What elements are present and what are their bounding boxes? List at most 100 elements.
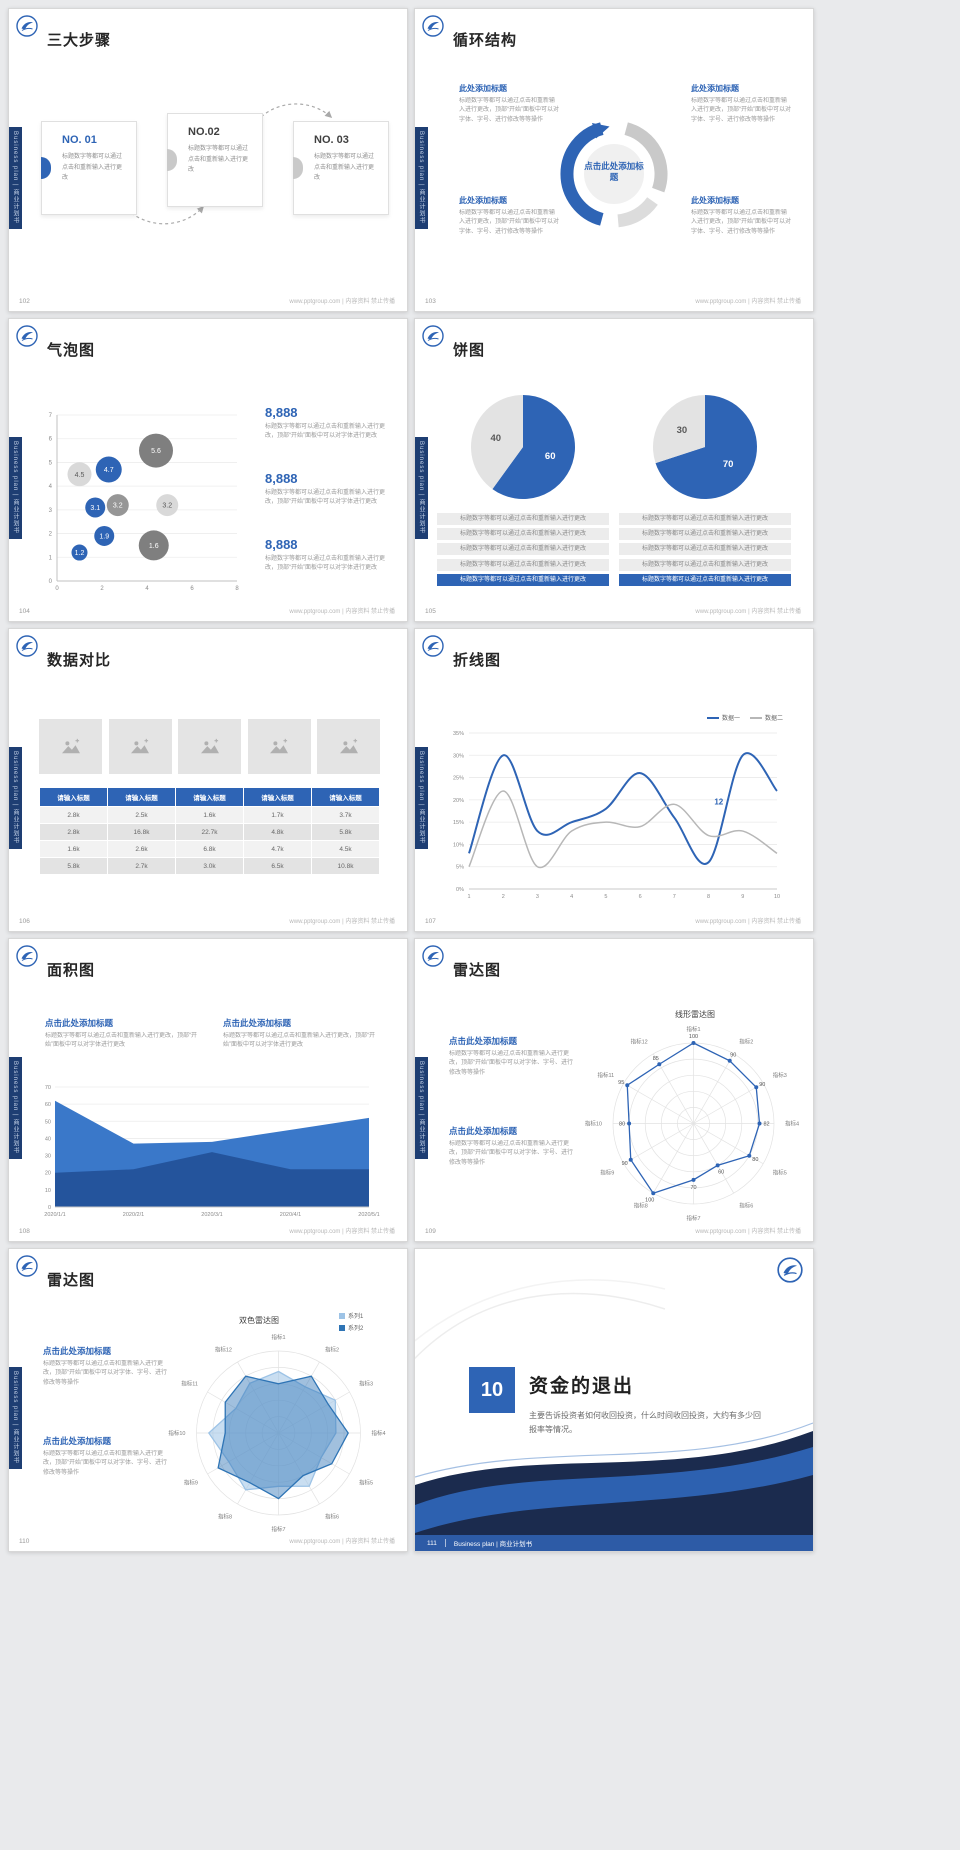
svg-text:0: 0 xyxy=(48,1205,51,1211)
step-bulge xyxy=(293,157,303,179)
text-block-2: 点击此处添加标题 标题数字等都可以通过点击和重新输入进行更改，顶部“开始”面板中… xyxy=(223,1017,375,1051)
caption-row: 标题数字等都可以通过点击和重新输入进行更改 xyxy=(619,543,791,556)
slide-109[interactable]: Business plan | 商业计划书 雷达图 点击此处添加标题 标题数字等… xyxy=(414,938,814,1242)
pie-caption-list-right: 标题数字等都可以通过点击和重新输入进行更改 标题数字等都可以通过点击和重新输入进… xyxy=(619,513,791,589)
cycle-text-block-br: 此处添加标题 标题数字等都可以通过点击和重新输入进行更改，顶部“开始”面板中可以… xyxy=(691,195,791,237)
stat-value: 8,888 xyxy=(265,471,298,486)
pie-chart-right: 70 30 xyxy=(653,395,757,499)
slide-105[interactable]: Business plan | 商业计划书 饼图 60 40 70 30 标题数字等… xyxy=(414,318,814,622)
svg-text:指标8: 指标8 xyxy=(634,1202,648,1210)
slide-title: 循环结构 xyxy=(453,32,518,49)
footer-site-text: www.pptgroup.com | 内容资料 禁止传播 xyxy=(289,609,395,615)
footer-site-text: www.pptgroup.com | 内容资料 禁止传播 xyxy=(695,609,801,615)
svg-text:70: 70 xyxy=(690,1185,696,1191)
svg-text:指标12: 指标12 xyxy=(631,1037,648,1045)
svg-text:50: 50 xyxy=(45,1119,51,1125)
logo-icon xyxy=(777,1257,803,1283)
slide-103[interactable]: Business plan | 商业计划书 循环结构 此处添加标题 标题数字等都… xyxy=(414,8,814,312)
cycle-diagram xyxy=(560,122,668,228)
logo-icon xyxy=(422,325,444,347)
slide-108[interactable]: Business plan | 商业计划书 面积图 点击此处添加标题 标题数字等… xyxy=(8,938,408,1242)
slide-106[interactable]: Business plan | 商业计划书 数据对比 请输入标题 请输入标题 请输入… xyxy=(8,628,408,932)
page-number: 110 xyxy=(19,1538,30,1545)
svg-text:2: 2 xyxy=(49,532,53,538)
svg-text:2: 2 xyxy=(100,586,104,592)
footer-brand: Business plan | 商业计划书 xyxy=(453,1541,533,1548)
block-heading: 点击此处添加标题 xyxy=(43,1346,112,1356)
footer-site-text: www.pptgroup.com | 内容资料 禁止传播 xyxy=(289,1539,395,1545)
svg-text:60: 60 xyxy=(45,1102,51,1108)
chapter-title: 资金的退出 xyxy=(529,1376,635,1397)
caption-row-active: 标题数字等都可以通过点击和重新输入进行更改 xyxy=(619,573,791,586)
slide-104[interactable]: Business plan | 商业计划书 气泡图 0 1 2 3 4 5 6 7 0 2 4 6 8 4… xyxy=(8,318,408,622)
svg-text:指标3: 指标3 xyxy=(773,1071,787,1079)
pie-caption-list-left: 标题数字等都可以通过点击和重新输入进行更改 标题数字等都可以通过点击和重新输入进… xyxy=(437,513,609,589)
legend-item-series2: 数据二 xyxy=(749,713,783,722)
logo-icon xyxy=(16,15,38,37)
footer-site-text: www.pptgroup.com | 内容资料 禁止传播 xyxy=(695,299,801,305)
svg-text:4.7: 4.7 xyxy=(104,467,114,474)
brand-vertical-tab: Business plan | 商业计划书 xyxy=(9,1057,22,1159)
caption-row: 标题数字等都可以通过点击和重新输入进行更改 xyxy=(437,558,609,571)
legend-label: 数据二 xyxy=(764,716,783,722)
slide-title: 三大步骤 xyxy=(47,32,112,49)
step-box-1: NO. 01 标题数字等都可以通过点击和重新输入进行更改 xyxy=(41,121,137,215)
block-body: 标题数字等都可以通过点击和重新输入进行更改，顶部“开始”面板中可以对字体、字号、… xyxy=(691,98,791,123)
logo-icon xyxy=(16,325,38,347)
svg-text:指标4: 指标4 xyxy=(785,1120,799,1128)
svg-text:指标4: 指标4 xyxy=(372,1429,386,1437)
caption-row: 标题数字等都可以通过点击和重新输入进行更改 xyxy=(619,513,791,525)
brand-vertical-tab: Business plan | 商业计划书 xyxy=(415,747,428,849)
slide-111[interactable]: 10 资金的退出 主要告诉投资者如何收回投资，什么时间收回投资，大约有多少回报率… xyxy=(414,1248,814,1552)
step-bulge xyxy=(41,157,51,179)
svg-text:100: 100 xyxy=(645,1197,654,1203)
svg-text:60: 60 xyxy=(545,451,556,462)
page-number: 108 xyxy=(19,1228,30,1235)
brand-vertical-tab: Business plan | 商业计划书 xyxy=(415,1057,428,1159)
footer-site-text: www.pptgroup.com | 内容资料 禁止传播 xyxy=(289,299,395,305)
block-body: 标题数字等都可以通过点击和重新输入进行更改，顶部“开始”面板中可以对字体、字号、… xyxy=(43,1361,167,1386)
svg-text:20: 20 xyxy=(45,1171,51,1177)
page-number: 104 xyxy=(19,608,30,615)
slide-110[interactable]: Business plan | 商业计划书 雷达图 点击此处添加标题 标题数字等… xyxy=(8,1248,408,1552)
radar-chart-filled: 指标1 指标2 指标3 指标4 指标5 指标6 指标7 指标8 指标9 指标10 指标11 指标12 xyxy=(168,1329,386,1537)
svg-text:6: 6 xyxy=(190,586,194,592)
block-heading: 点击此处添加标题 xyxy=(43,1436,112,1446)
block-heading: 此处添加标题 xyxy=(459,84,507,93)
step-number: NO. 01 xyxy=(62,134,97,146)
comparison-table: 请输入标题 请输入标题 请输入标题 请输入标题 请输入标题 2.8k 2.5k 1.6k 1.7… xyxy=(39,787,380,875)
svg-text:2020/1/1: 2020/1/1 xyxy=(44,1212,65,1218)
block-heading: 点击此处添加标题 xyxy=(449,1036,518,1046)
svg-text:4.5: 4.5 xyxy=(75,472,85,479)
svg-text:7: 7 xyxy=(673,894,676,900)
logo-icon xyxy=(16,1255,38,1277)
svg-text:3.1: 3.1 xyxy=(90,505,100,512)
svg-text:30%: 30% xyxy=(453,753,464,759)
svg-text:6: 6 xyxy=(49,437,53,443)
radar-legend: 系列1 系列2 xyxy=(339,1311,363,1332)
legend-item-series1: 系列1 xyxy=(339,1311,363,1320)
svg-text:指标5: 指标5 xyxy=(359,1479,373,1487)
radar-chart-line: 指标1 指标2 指标3 指标4 指标5 指标6 指标7 指标8 指标9 指标10 指标11 指标12 1… xyxy=(585,1021,799,1226)
step-bulge xyxy=(167,149,177,171)
image-placeholder xyxy=(178,719,241,774)
svg-text:5%: 5% xyxy=(456,865,464,871)
step-body: 标题数字等都可以通过点击和重新输入进行更改 xyxy=(62,154,123,181)
svg-text:指标10: 指标10 xyxy=(585,1120,602,1128)
svg-text:25%: 25% xyxy=(453,776,464,782)
logo-icon xyxy=(422,945,444,967)
svg-text:指标2: 指标2 xyxy=(325,1345,339,1353)
svg-text:指标1: 指标1 xyxy=(271,1333,285,1341)
slide-102[interactable]: Business plan | 商业计划书 三大步骤 NO. 01 标题数字等都… xyxy=(8,8,408,312)
cycle-text-block-tr: 此处添加标题 标题数字等都可以通过点击和重新输入进行更改，顶部“开始”面板中可以… xyxy=(691,83,791,125)
svg-text:5: 5 xyxy=(604,894,607,900)
caption-row: 标题数字等都可以通过点击和重新输入进行更改 xyxy=(619,558,791,571)
slide-107[interactable]: Business plan | 商业计划书 折线图 数据一 数据二 0% 5% 10… xyxy=(414,628,814,932)
svg-text:3.2: 3.2 xyxy=(162,503,172,510)
block-body: 标题数字等都可以通过点击和重新输入进行更改，顶部“开始”面板中可以对字体进行更改 xyxy=(45,1033,197,1049)
svg-text:2020/2/1: 2020/2/1 xyxy=(123,1212,144,1218)
footer-separator xyxy=(444,1539,446,1547)
page-number: 102 xyxy=(19,298,30,305)
logo-icon xyxy=(16,635,38,657)
image-placeholder-row xyxy=(39,719,380,774)
